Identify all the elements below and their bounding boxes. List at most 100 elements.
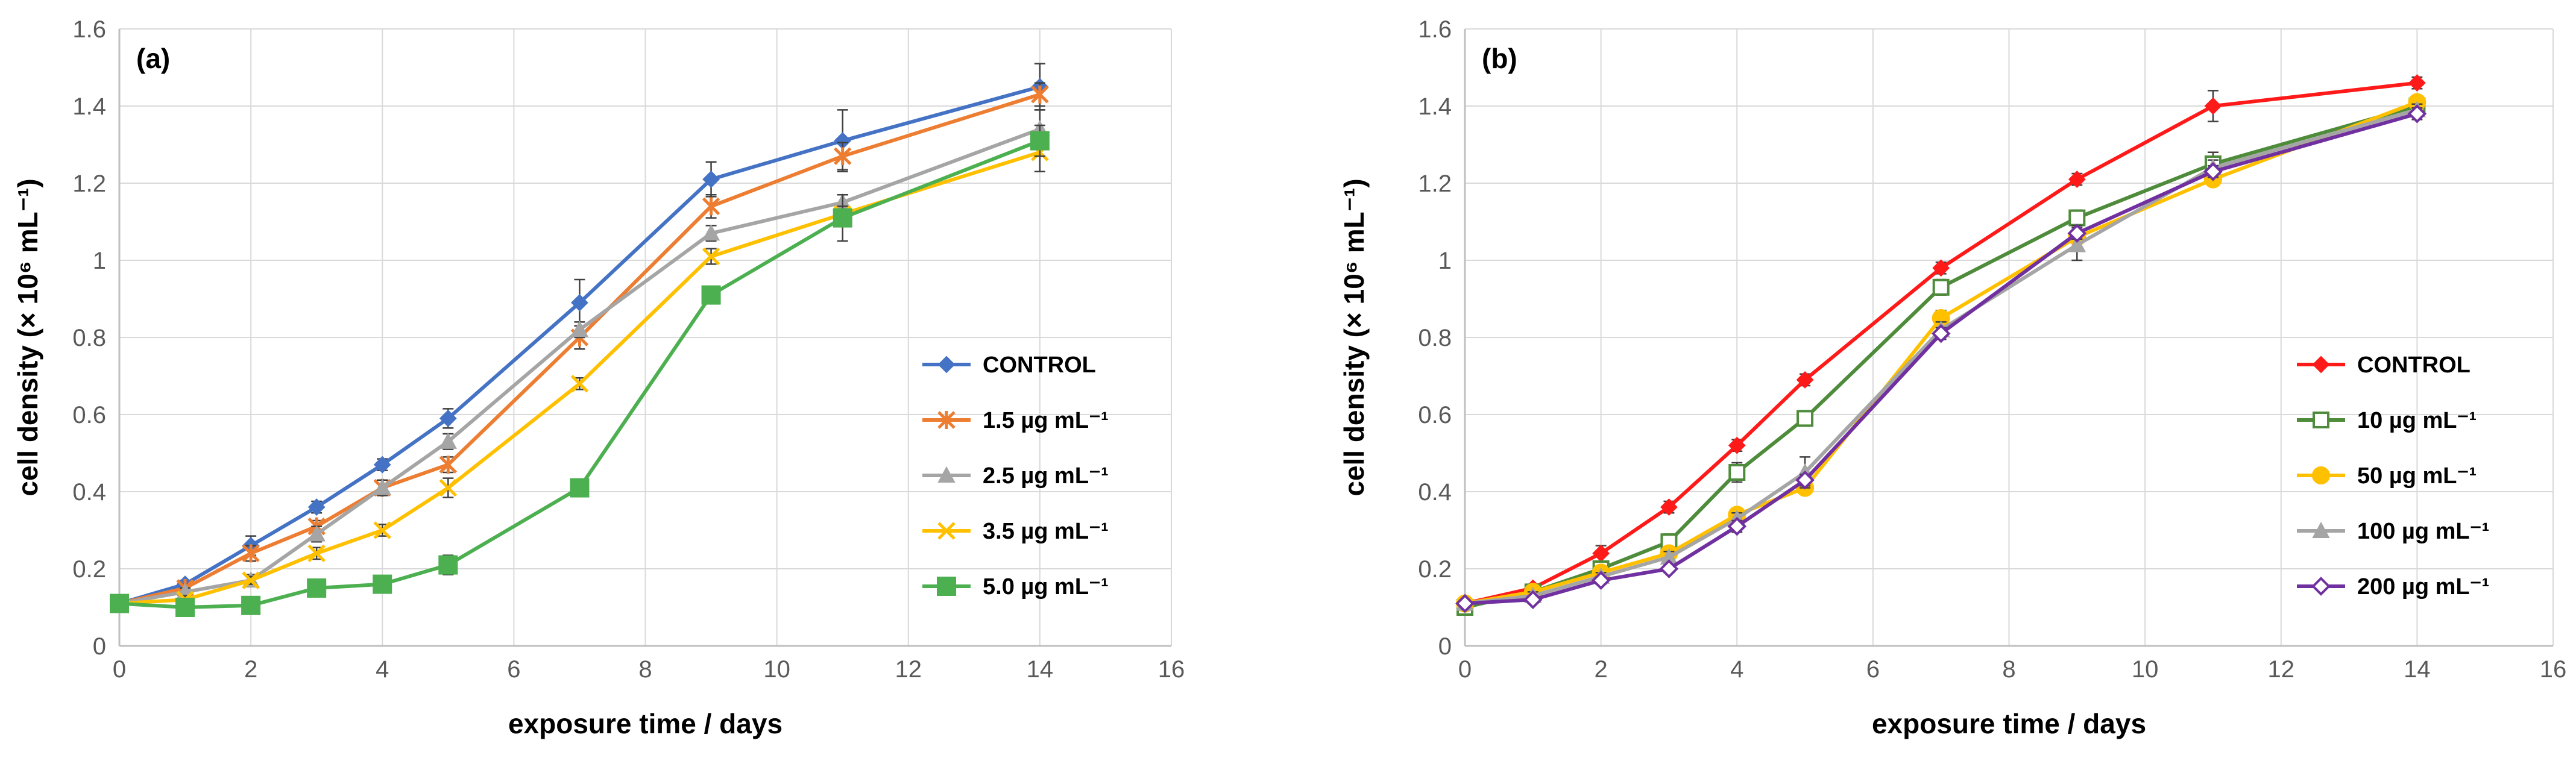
data-point [1795,470,1815,490]
legend-swatch-marker [2311,577,2331,596]
panel-label: (a) [136,43,170,74]
legend-label: 1.5 µg mL⁻¹ [983,408,1109,433]
legend-entry: 50 µg mL⁻¹ [2297,463,2477,489]
legend-label: 10 µg mL⁻¹ [2357,408,2477,433]
legend-label: 50 µg mL⁻¹ [2357,463,2477,489]
x-tick-label: 0 [1458,656,1472,683]
data-point [2204,97,2222,115]
legend-label: 100 µg mL⁻¹ [2357,519,2489,544]
y-tick-label: 0.4 [72,479,106,506]
x-tick-label: 14 [2404,656,2431,683]
legend-entry: 200 µg mL⁻¹ [2297,574,2489,600]
data-point [175,598,195,617]
data-point [307,544,326,563]
y-tick-label: 1.2 [1418,171,1452,197]
legend: CONTROL 1.5 µg mL⁻¹ 2.5 µg mL⁻¹ 3.5 µg mL⁻¹… [922,352,1109,600]
x-axis-title: exposure time / days [508,708,783,739]
data-point [1659,559,1679,578]
x-tick-label: 10 [763,656,790,683]
data-point [242,571,260,589]
data-point [1797,410,1814,427]
data-point [833,208,852,228]
y-axis-title: cell density (× 10⁶ mL⁻¹) [1338,178,1370,496]
legend-entry: CONTROL [922,352,1096,378]
data-point [373,478,391,495]
y-tick-label: 0.8 [72,325,106,351]
data-point [1932,278,1950,296]
data-point [438,555,458,575]
y-tick-label: 1.6 [72,16,106,43]
data-point [1932,259,1950,277]
series-line [119,85,1041,606]
data-point [1455,593,1475,613]
legend-entry: CONTROL [2297,352,2471,378]
y-tick-label: 1.4 [72,93,106,120]
legend-swatch-marker [937,522,956,540]
series-4 [110,124,1050,617]
data-point [702,171,720,189]
data-point [570,321,589,337]
data-point [1728,436,1746,454]
x-tick-label: 0 [113,656,126,683]
y-tick-label: 0.2 [1418,556,1452,583]
data-point [833,147,852,166]
series-line [1464,81,2417,606]
series-1 [1456,97,2426,616]
x-tick-label: 4 [1730,656,1743,683]
data-point [1728,464,1746,481]
legend-label: 3.5 µg mL⁻¹ [983,519,1109,544]
x-tick-label: 12 [895,656,922,683]
y-tick-label: 0.4 [1418,479,1452,506]
legend-label: CONTROL [2357,352,2471,378]
data-point [1031,85,1049,104]
data-point [571,293,588,312]
series-line [119,150,1041,606]
data-point [439,478,458,497]
data-point [2407,104,2427,124]
legend-entry: 100 µg mL⁻¹ [2297,519,2489,544]
legend-swatch-marker [937,577,956,596]
series-line [1464,111,2418,606]
series-3 [1456,101,2426,611]
legend-entry: 2.5 µg mL⁻¹ [922,463,1109,489]
series-line [1464,108,2418,606]
series-line [119,127,1041,606]
y-tick-label: 1.2 [72,171,106,197]
y-tick-label: 1 [93,248,106,274]
data-point [702,247,720,266]
data-point [1931,324,1951,343]
y-tick-label: 0.6 [72,402,106,428]
x-tick-label: 16 [2540,656,2567,683]
data-point [373,456,391,474]
data-point [439,432,457,449]
data-point [110,593,129,613]
legend-entry: 1.5 µg mL⁻¹ [922,408,1109,433]
data-point [2068,209,2086,227]
series-0 [1456,74,2426,613]
y-axis-title: cell density (× 10⁶ mL⁻¹) [12,178,43,496]
data-point [570,375,589,393]
panel-a: 0 0.2 0.4 0.6 0.8 1 1.2 1.4 1.6 0 2 4 6 8 10 12 14 16 expo… [12,16,1185,739]
data-point [1660,498,1678,516]
x-tick-label: 14 [1027,656,1054,683]
data-point [2068,236,2086,252]
y-tick-label: 1.6 [1418,16,1452,43]
legend-entry: 3.5 µg mL⁻¹ [922,519,1109,544]
data-point [2068,171,2086,189]
x-tick-label: 2 [1595,656,1608,683]
x-tick-label: 2 [244,656,257,683]
y-tick-label: 0.6 [1418,402,1452,428]
x-tick-label: 16 [1158,656,1185,683]
x-tick-label: 4 [376,656,389,683]
series-2 [1456,93,2426,613]
series-line [1464,100,2418,606]
data-point [1591,571,1611,590]
data-point [439,409,457,427]
data-point [439,456,458,474]
series-1 [110,82,1049,613]
series-line [119,92,1041,606]
data-point [307,525,326,542]
series-4 [1455,104,2427,613]
legend-swatch-marker [2312,355,2330,374]
